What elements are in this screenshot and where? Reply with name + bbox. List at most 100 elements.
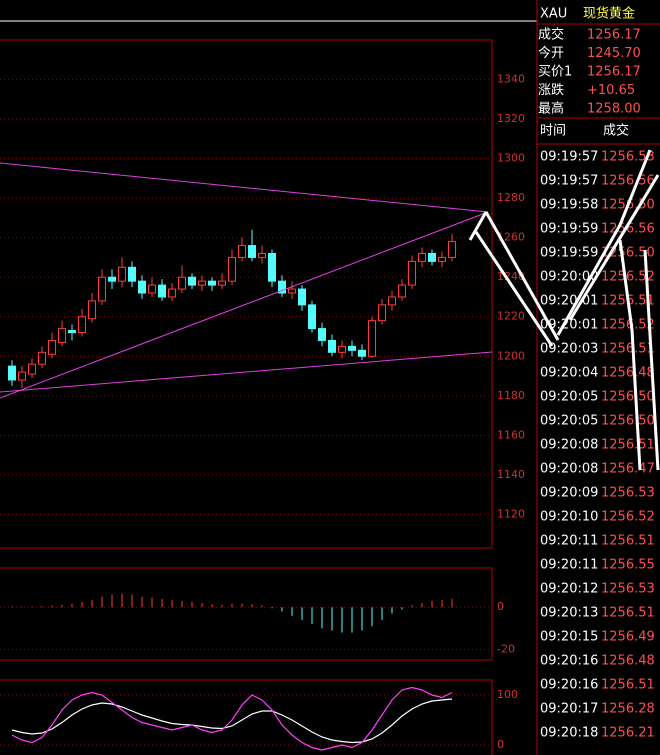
candle-body bbox=[428, 252, 436, 262]
trade-time: 09:20:05 bbox=[540, 414, 598, 429]
candle-body bbox=[118, 266, 126, 282]
trade-time: 09:20:01 bbox=[540, 294, 598, 309]
trade-time: 09:20:03 bbox=[540, 342, 598, 357]
trade-price: 1256.50 bbox=[601, 390, 655, 405]
arrow bbox=[556, 149, 652, 336]
trade-time: 09:19:57 bbox=[540, 150, 598, 165]
trendline bbox=[0, 211, 489, 399]
y-tick-label: 0 bbox=[497, 738, 504, 751]
symbol-name: 现货黄金 bbox=[583, 6, 635, 22]
trade-time: 09:20:16 bbox=[540, 678, 598, 693]
y-tick-label: 1320 bbox=[497, 112, 525, 125]
candle-body bbox=[278, 280, 286, 294]
trade-price: 1256.47 bbox=[601, 462, 655, 477]
candle-body bbox=[258, 252, 266, 258]
trade-time: 09:20:05 bbox=[540, 390, 598, 405]
candle-body bbox=[418, 252, 426, 262]
trade-time: 09:19:57 bbox=[540, 174, 598, 189]
candle-body bbox=[58, 328, 66, 343]
quote-label: 今开 bbox=[538, 45, 564, 61]
trade-price: 1256.52 bbox=[601, 510, 655, 525]
trade-price: 1256.55 bbox=[601, 558, 655, 573]
symbol: XAU bbox=[540, 7, 567, 22]
y-tick-label: 1160 bbox=[497, 428, 525, 441]
candle-body bbox=[368, 320, 376, 357]
arrow bbox=[468, 211, 488, 241]
indicator-line bbox=[11, 686, 453, 751]
trade-time: 09:20:01 bbox=[540, 318, 598, 333]
trade-time: 09:20:10 bbox=[540, 510, 598, 525]
candle-body bbox=[228, 256, 236, 282]
trade-price: 1256.51 bbox=[601, 342, 655, 357]
candle-body bbox=[298, 288, 306, 306]
candle-body bbox=[168, 288, 176, 298]
arrow bbox=[618, 239, 642, 471]
trade-time: 09:20:09 bbox=[540, 486, 598, 501]
trendline bbox=[0, 162, 489, 213]
trade-price: 1256.48 bbox=[601, 366, 655, 381]
arrow bbox=[568, 174, 660, 321]
candle-body bbox=[108, 276, 116, 282]
trade-time: 09:20:15 bbox=[540, 630, 598, 645]
quote-label: 涨跌 bbox=[538, 82, 564, 98]
quote-value: 1256.17 bbox=[587, 28, 641, 43]
candle-body bbox=[378, 304, 386, 322]
candle-body bbox=[398, 284, 406, 298]
candle-body bbox=[358, 349, 366, 357]
trade-time: 09:19:59 bbox=[540, 246, 598, 261]
trade-time: 09:20:13 bbox=[540, 606, 598, 621]
trade-price: 1256.28 bbox=[601, 702, 655, 717]
quote-value: 1245.70 bbox=[587, 46, 641, 61]
arrow bbox=[474, 231, 554, 347]
y-tick-label: 1300 bbox=[497, 152, 525, 165]
y-tick-label: 1220 bbox=[497, 310, 525, 323]
y-tick-label: -20 bbox=[497, 642, 515, 655]
trade-time: 09:20:18 bbox=[540, 726, 598, 741]
trade-price: 1256.53 bbox=[601, 486, 655, 501]
candle-body bbox=[178, 276, 186, 290]
arrow bbox=[643, 249, 660, 471]
y-tick-label: 1180 bbox=[497, 389, 525, 402]
candle-body bbox=[288, 288, 296, 294]
quote-value: 1258.00 bbox=[587, 102, 641, 117]
trade-price: 1256.56 bbox=[601, 174, 655, 189]
candle-body bbox=[408, 260, 416, 286]
trade-price: 1256.49 bbox=[601, 630, 655, 645]
y-tick-label: 1140 bbox=[497, 468, 525, 481]
trade-time: 09:20:12 bbox=[540, 582, 598, 597]
candle-body bbox=[98, 276, 106, 302]
trade-time: 09:20:11 bbox=[540, 558, 598, 573]
trade-time: 09:20:11 bbox=[540, 534, 598, 549]
trade-price: 1256.51 bbox=[601, 534, 655, 549]
charts: 1120114011601180120012201240126012801300… bbox=[0, 73, 525, 751]
indicator-line bbox=[11, 698, 453, 744]
candle-body bbox=[188, 276, 196, 286]
arrow bbox=[484, 211, 560, 341]
quote-value: +10.65 bbox=[587, 83, 635, 98]
quote-label: 买价1 bbox=[538, 65, 572, 80]
candle-body bbox=[438, 256, 446, 262]
trade-price: 1256.48 bbox=[601, 654, 655, 669]
candle-body bbox=[78, 316, 86, 334]
candle-body bbox=[158, 284, 166, 298]
quote-label: 成交 bbox=[538, 27, 564, 43]
trade-time: 09:20:08 bbox=[540, 438, 598, 453]
candle-body bbox=[148, 284, 156, 294]
trade-price: 1256.52 bbox=[601, 270, 655, 285]
candle-body bbox=[268, 252, 276, 282]
candle-body bbox=[88, 300, 96, 320]
candle-body bbox=[318, 328, 326, 341]
candle-body bbox=[48, 339, 56, 355]
main-frame bbox=[0, 39, 493, 549]
candle-body bbox=[308, 304, 316, 330]
trades-header: 时间 bbox=[540, 124, 566, 139]
candle-body bbox=[128, 266, 136, 282]
macd-frame bbox=[0, 567, 493, 661]
candle-body bbox=[68, 330, 76, 334]
side-panel: 成交 1256.17 今开 1245.70 买价1 1256.17 涨跌 +10.65 最高 12… bbox=[538, 27, 655, 741]
candle-body bbox=[448, 241, 456, 258]
trade-time: 09:19:58 bbox=[540, 198, 598, 213]
trendline bbox=[0, 351, 493, 393]
trade-price: 1256.21 bbox=[601, 726, 655, 741]
